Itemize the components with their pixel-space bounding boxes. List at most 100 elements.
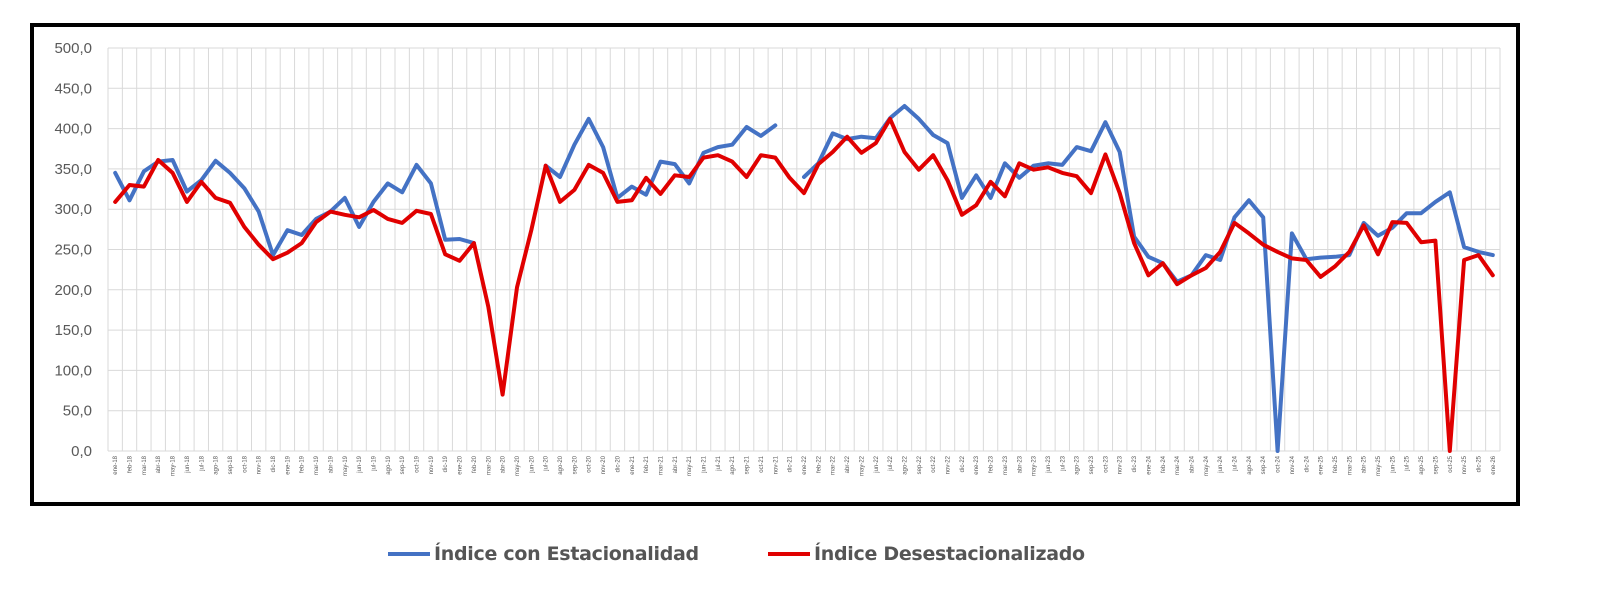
x-tick-label: sep-19 xyxy=(400,455,406,474)
x-tick-label: ene-18 xyxy=(113,455,119,474)
x-tick-label: oct-20 xyxy=(587,455,593,472)
x-tick-label: jun-20 xyxy=(529,455,535,473)
y-tick-label: 350,0 xyxy=(54,161,92,178)
x-tick-label: jun-25 xyxy=(1390,455,1396,473)
x-tick-label: feb-20 xyxy=(472,455,478,473)
x-tick-label: jun-18 xyxy=(185,455,191,473)
x-tick-label: nov-24 xyxy=(1290,455,1296,474)
legend-item-desestacionalizado: Índice Desestacionalizado xyxy=(768,543,1085,565)
x-tick-label: abr-25 xyxy=(1362,455,1368,473)
x-tick-label: feb-19 xyxy=(300,455,306,473)
x-tick-label: ago-21 xyxy=(730,455,736,474)
x-tick-label: feb-23 xyxy=(989,455,995,473)
x-tick-label: ago-20 xyxy=(558,455,564,474)
x-axis-ticks: ene-18 feb-18 mar-18 abr-18 may-18 jun-18 jul-… xyxy=(113,455,1497,476)
x-tick-label: sep-20 xyxy=(572,455,578,474)
x-tick-label: dic-22 xyxy=(960,455,966,472)
x-tick-label: sep-24 xyxy=(1261,455,1267,474)
x-tick-label: nov-25 xyxy=(1462,455,1468,474)
x-tick-label: dic-18 xyxy=(271,455,277,472)
x-tick-label: jul-22 xyxy=(888,455,894,471)
x-tick-label: nov-23 xyxy=(1118,455,1124,474)
y-tick-label: 200,0 xyxy=(54,282,92,299)
x-tick-label: feb-18 xyxy=(128,455,134,473)
x-tick-label: may-23 xyxy=(1032,455,1038,476)
x-tick-label: nov-18 xyxy=(257,455,263,474)
x-tick-label: oct-18 xyxy=(242,455,248,472)
x-tick-label: dic-20 xyxy=(615,455,621,472)
x-tick-label: jun-21 xyxy=(702,455,708,473)
x-tick-label: abr-22 xyxy=(845,455,851,473)
x-tick-label: abr-23 xyxy=(1017,455,1023,473)
x-tick-label: may-25 xyxy=(1376,455,1382,476)
x-tick-label: oct-22 xyxy=(931,455,937,472)
x-tick-label: mar-20 xyxy=(486,455,492,475)
x-tick-label: jul-20 xyxy=(544,455,550,471)
x-tick-label: sep-25 xyxy=(1433,455,1439,474)
x-tick-label: jun-23 xyxy=(1046,455,1052,473)
legend-label: Índice Desestacionalizado xyxy=(814,543,1085,565)
y-tick-label: 250,0 xyxy=(54,242,92,259)
x-tick-label: may-22 xyxy=(859,455,865,476)
y-tick-label: 100,0 xyxy=(54,362,92,379)
x-tick-label: sep-22 xyxy=(917,455,923,474)
x-tick-label: feb-25 xyxy=(1333,455,1339,473)
series-line-con-estacionalidad xyxy=(113,104,1495,453)
x-tick-label: mar-18 xyxy=(142,455,148,475)
x-tick-label: may-18 xyxy=(171,455,177,476)
legend-swatch-blue xyxy=(388,552,430,556)
x-tick-label: ene-22 xyxy=(802,455,808,474)
x-tick-label: jul-24 xyxy=(1233,455,1239,471)
y-tick-label: 400,0 xyxy=(54,121,92,138)
x-tick-label: jun-22 xyxy=(874,455,880,473)
y-axis-ticks: 0,0 50,0 100,0 150,0 200,0 250,0 300,0 350,0 400… xyxy=(54,40,92,460)
x-tick-label: ago-22 xyxy=(902,455,908,474)
x-tick-label: abr-21 xyxy=(673,455,679,473)
x-tick-label: jul-21 xyxy=(716,455,722,471)
x-tick-label: oct-21 xyxy=(759,455,765,472)
x-tick-label: jun-19 xyxy=(357,455,363,473)
x-tick-label: mar-24 xyxy=(1175,455,1181,475)
x-tick-label: oct-19 xyxy=(415,455,421,472)
x-tick-label: jul-23 xyxy=(1060,455,1066,471)
x-tick-label: abr-20 xyxy=(501,455,507,473)
x-tick-label: may-20 xyxy=(515,455,521,476)
x-tick-label: ago-24 xyxy=(1247,455,1253,474)
x-tick-label: oct-24 xyxy=(1276,455,1282,472)
y-tick-label: 500,0 xyxy=(54,40,92,57)
x-tick-label: dic-21 xyxy=(788,455,794,472)
x-tick-label: ene-23 xyxy=(974,455,980,474)
x-tick-label: feb-22 xyxy=(816,455,822,473)
y-tick-label: 150,0 xyxy=(54,322,92,339)
x-tick-label: nov-22 xyxy=(946,455,952,474)
y-tick-label: 300,0 xyxy=(54,201,92,218)
legend-item-con-estacionalidad: Índice con Estacionalidad xyxy=(388,543,699,565)
x-tick-label: jul-19 xyxy=(371,455,377,471)
x-tick-label: may-19 xyxy=(343,455,349,476)
series-lines xyxy=(113,104,1495,453)
x-tick-label: ene-24 xyxy=(1146,455,1152,474)
x-tick-label: ene-20 xyxy=(458,455,464,474)
x-tick-label: feb-21 xyxy=(644,455,650,473)
x-tick-label: dic-19 xyxy=(443,455,449,472)
x-tick-label: dic-25 xyxy=(1476,455,1482,472)
x-tick-label: abr-18 xyxy=(156,455,162,473)
x-tick-label: ene-19 xyxy=(285,455,291,474)
x-tick-label: may-21 xyxy=(687,455,693,476)
legend-label: Índice con Estacionalidad xyxy=(434,543,699,565)
x-tick-label: may-24 xyxy=(1204,455,1210,476)
x-tick-label: jul-18 xyxy=(199,455,205,471)
x-tick-label: sep-21 xyxy=(745,455,751,474)
x-tick-label: nov-20 xyxy=(601,455,607,474)
y-tick-label: 450,0 xyxy=(54,80,92,97)
x-tick-label: oct-25 xyxy=(1448,455,1454,472)
x-tick-label: ago-19 xyxy=(386,455,392,474)
x-tick-label: dic-23 xyxy=(1132,455,1138,472)
x-tick-label: feb-24 xyxy=(1161,455,1167,473)
x-tick-label: ene-26 xyxy=(1491,455,1497,474)
x-tick-label: ago-23 xyxy=(1075,455,1081,474)
x-tick-label: mar-22 xyxy=(831,455,837,475)
gridlines xyxy=(107,47,1501,452)
x-tick-label: nov-21 xyxy=(773,455,779,474)
